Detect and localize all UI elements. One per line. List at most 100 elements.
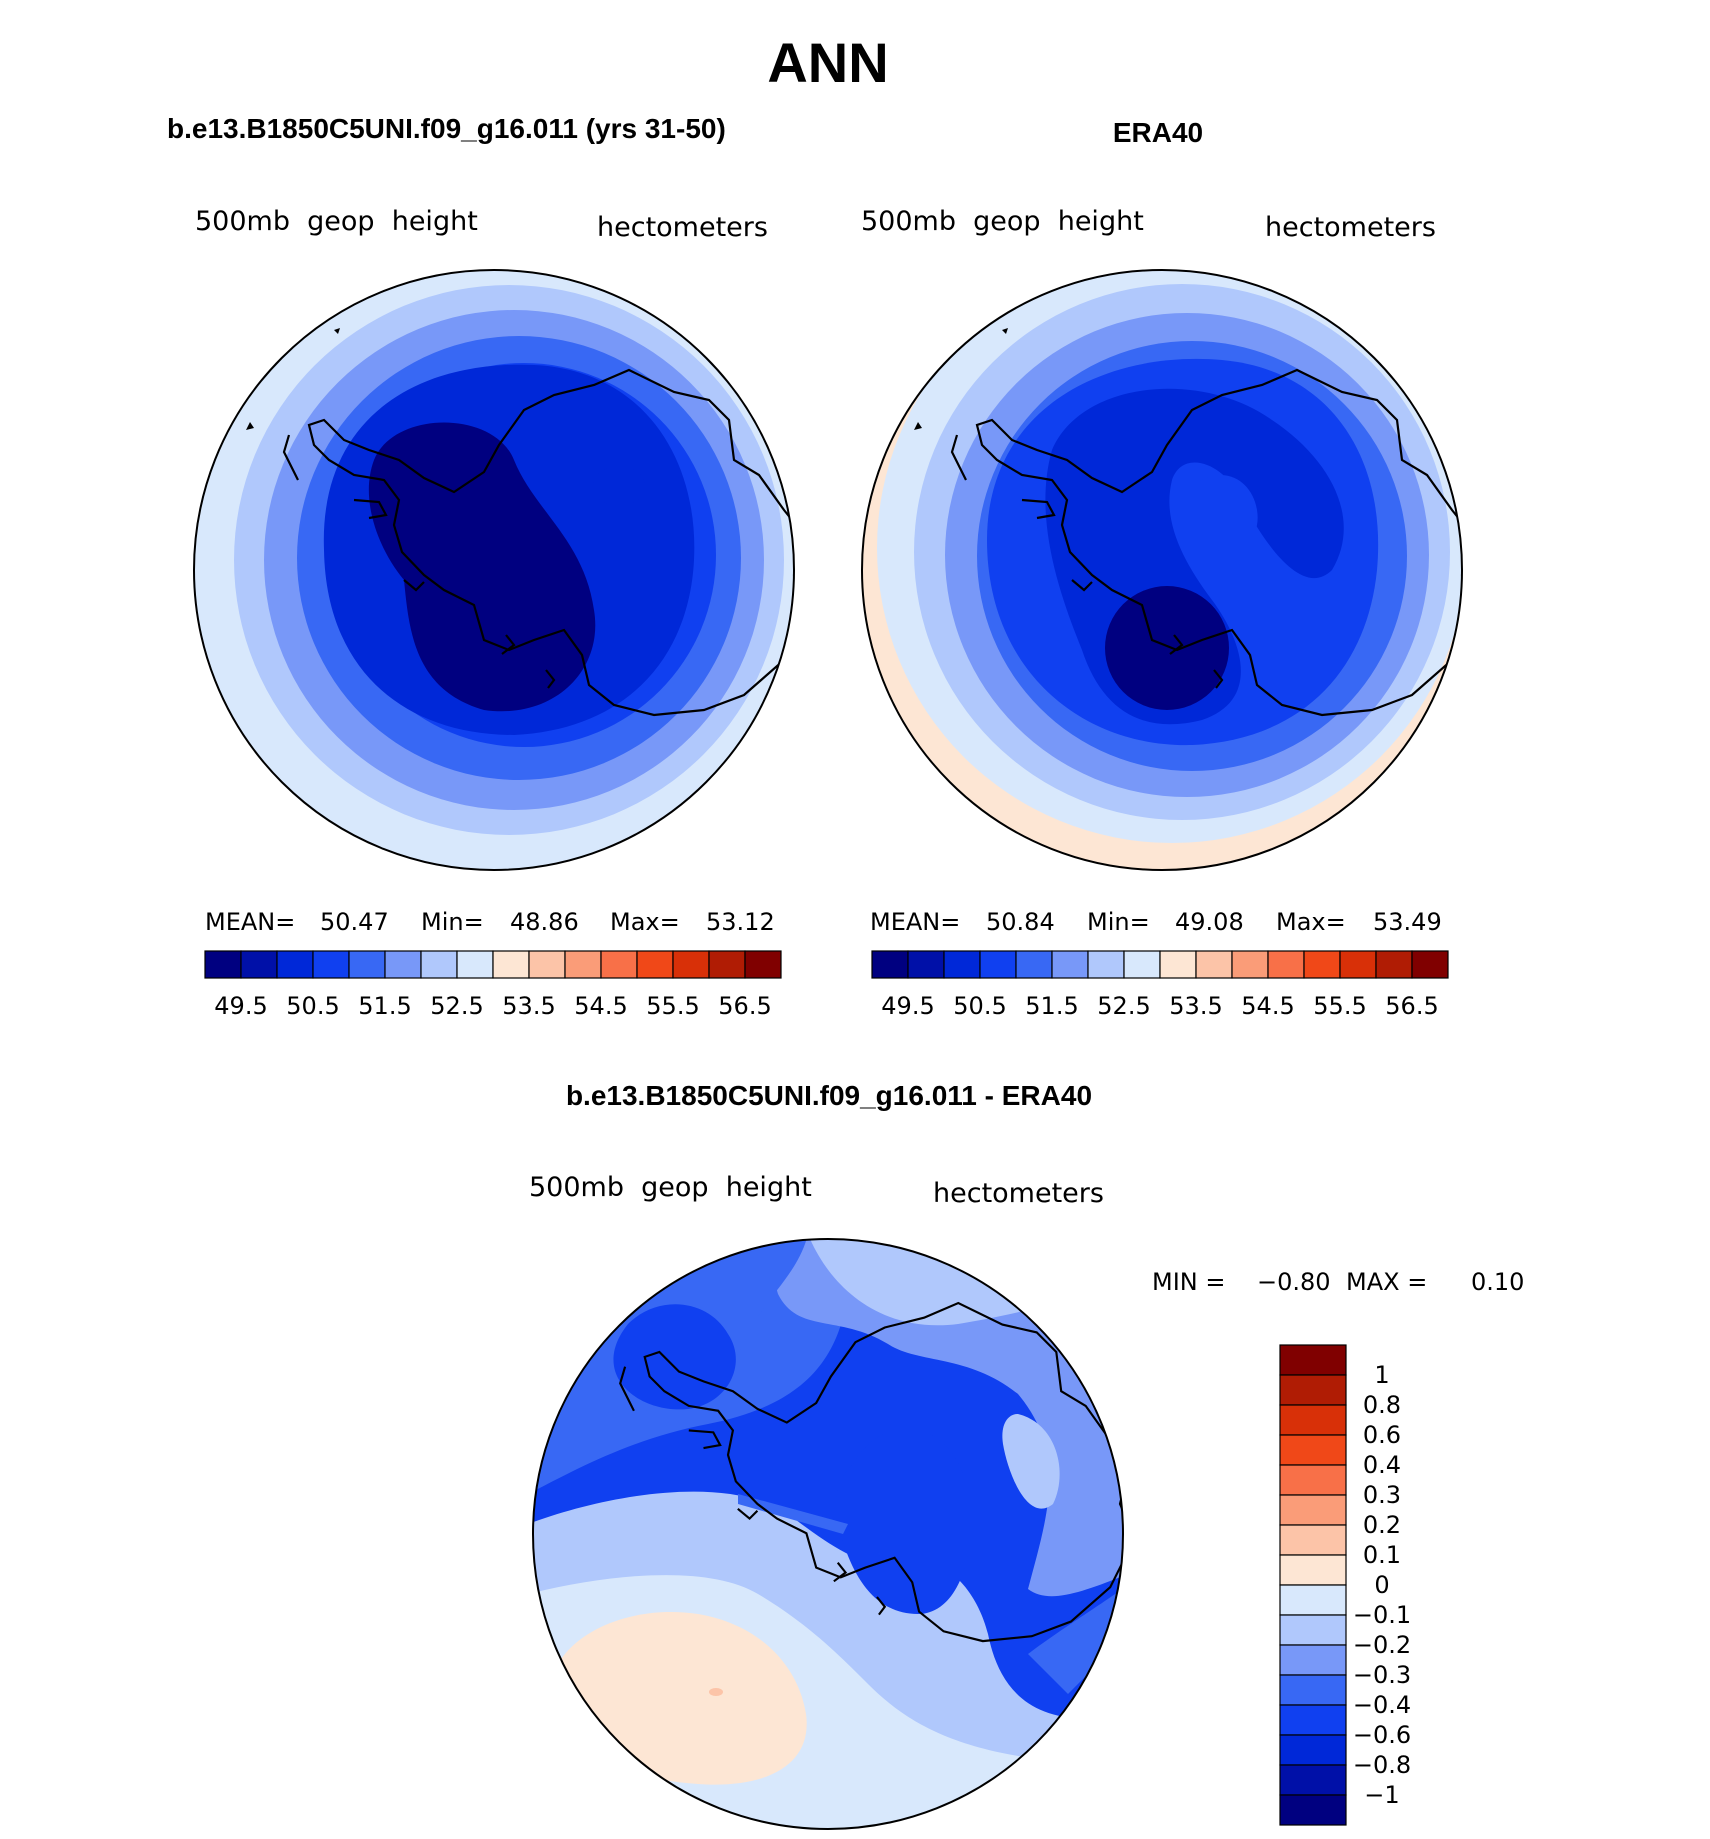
diff-colorbar-labels: 1 0.8 0.6 0.4 0.3 0.2 0.1 0 −0.1 −0.2 −0… [1353, 1361, 1411, 1809]
polar-map [532, 1238, 1124, 1830]
colorbar-swatch [744, 950, 782, 979]
colorbar-label: −0.8 [1353, 1751, 1411, 1779]
diff-minmax: MIN = −0.80 MAX = 0.10 [1152, 1268, 1524, 1296]
colorbar-swatch [312, 950, 350, 979]
colorbar-label: 49.5 [881, 992, 934, 1020]
colorbar-label: 55.5 [1313, 992, 1366, 1020]
colorbar-label: 52.5 [430, 992, 483, 1020]
colorbar-label: 56.5 [1385, 992, 1438, 1020]
colorbar-label: −1 [1364, 1781, 1399, 1809]
colorbar-swatch [1015, 950, 1053, 979]
svg-text:48.86: 48.86 [510, 908, 579, 936]
svg-text:−0.80: −0.80 [1257, 1268, 1331, 1296]
panel-diff: b.e13.B1850C5UNI.f09_g16.011 - ERA40 500… [529, 1080, 1524, 1830]
colorbar-label: 52.5 [1097, 992, 1150, 1020]
colorbar-swatch [1087, 950, 1125, 979]
colorbar-swatch [1159, 950, 1197, 979]
colorbar-label: −0.6 [1353, 1721, 1411, 1749]
colorbar-swatch [943, 950, 981, 979]
colorbar-swatch [1279, 1614, 1347, 1646]
svg-text:Max=: Max= [1276, 908, 1346, 936]
colorbar-labels: 49.5 50.5 51.5 52.5 53.5 54.5 55.5 56.5 [881, 992, 1438, 1020]
colorbar-swatch [1279, 1734, 1347, 1766]
svg-text:50.84: 50.84 [986, 908, 1055, 936]
svg-text:53.12: 53.12 [706, 908, 775, 936]
colorbar-label: −0.2 [1353, 1631, 1411, 1659]
colorbar-label: 0.8 [1363, 1391, 1401, 1419]
colorbar-swatch [1231, 950, 1269, 979]
polar-map [861, 269, 1463, 871]
colorbar-swatch [1375, 950, 1413, 979]
colorbar-label: 54.5 [1241, 992, 1294, 1020]
panel-model: b.e13.B1850C5UNI.f09_g16.011 (yrs 31-50)… [167, 113, 795, 1020]
colorbar-swatch [276, 950, 314, 979]
colorbar-swatch [1279, 1524, 1347, 1556]
colorbar-swatch [1279, 1344, 1347, 1376]
colorbar-swatch [1279, 1584, 1347, 1616]
svg-text:50.47: 50.47 [320, 908, 389, 936]
contour-band [593, 466, 645, 506]
svg-text:MIN =: MIN = [1152, 1268, 1225, 1296]
stats-line: MEAN= 50.84 Min= 49.08 Max= 53.49 [870, 908, 1442, 936]
colorbar-swatch [1339, 950, 1377, 979]
colorbar-label: 54.5 [574, 992, 627, 1020]
colorbar-swatch [1279, 1764, 1347, 1796]
diff-colorbar [1279, 1344, 1347, 1826]
colorbar-swatch [600, 950, 638, 979]
colorbar-swatch [1279, 1404, 1347, 1436]
colorbar-label: 0.1 [1363, 1541, 1401, 1569]
contour-band [613, 1304, 736, 1410]
contour-band [709, 1688, 723, 1696]
colorbar-label: 0.4 [1363, 1451, 1401, 1479]
stats-line: MEAN= 50.47 Min= 48.86 Max= 53.12 [205, 908, 775, 936]
colorbar-swatch [636, 950, 674, 979]
colorbar-label: 56.5 [718, 992, 771, 1020]
colorbar-label: 51.5 [358, 992, 411, 1020]
colorbar-swatch [1411, 950, 1449, 979]
colorbar-label: 53.5 [1169, 992, 1222, 1020]
colorbar-swatch [1279, 1674, 1347, 1706]
colorbar-label: 50.5 [953, 992, 1006, 1020]
svg-text:49.08: 49.08 [1175, 908, 1244, 936]
colorbar-swatch [1279, 1464, 1347, 1496]
colorbar-swatch [1051, 950, 1089, 979]
units-label: hectometers [597, 212, 768, 243]
colorbar-swatch [907, 950, 945, 979]
colorbar-label: −0.3 [1353, 1661, 1411, 1689]
colorbar-swatch [492, 950, 530, 979]
colorbar-swatch [1279, 1644, 1347, 1676]
colorbar-swatch [564, 950, 602, 979]
map-border [193, 269, 795, 871]
colorbar-swatch [1303, 950, 1341, 979]
units-label: hectometers [933, 1178, 1104, 1209]
svg-text:Min=: Min= [1087, 908, 1150, 936]
colorbar-swatch [1123, 950, 1161, 979]
colorbar-swatch [1279, 1434, 1347, 1466]
contour-band [836, 1428, 971, 1614]
colorbar-swatch [384, 950, 422, 979]
contour-band [1105, 586, 1229, 710]
page-title: ANN [767, 31, 888, 94]
contour-band [1068, 1704, 1123, 1829]
contour-band [1181, 475, 1258, 553]
colorbar-swatch [420, 950, 458, 979]
svg-text:MEAN=: MEAN= [870, 908, 960, 936]
colorbar-swatch [528, 950, 566, 979]
svg-text:Min=: Min= [421, 908, 484, 936]
colorbar-swatch [240, 950, 278, 979]
colorbar-labels: 49.5 50.5 51.5 52.5 53.5 54.5 55.5 56.5 [214, 992, 771, 1020]
variable-label: 500mb geop height [195, 206, 478, 237]
colorbar [871, 950, 1449, 979]
colorbar-swatch [348, 950, 386, 979]
colorbar-label: 55.5 [646, 992, 699, 1020]
colorbar-swatch [1279, 1554, 1347, 1586]
colorbar-swatch [1279, 1794, 1347, 1826]
colorbar-label: 1 [1374, 1361, 1389, 1389]
colorbar-label: 50.5 [286, 992, 339, 1020]
colorbar-swatch [1279, 1494, 1347, 1526]
svg-text:Max=: Max= [610, 908, 680, 936]
units-label: hectometers [1265, 212, 1436, 243]
map-border [532, 1238, 1124, 1830]
colorbar-swatch [871, 950, 909, 979]
